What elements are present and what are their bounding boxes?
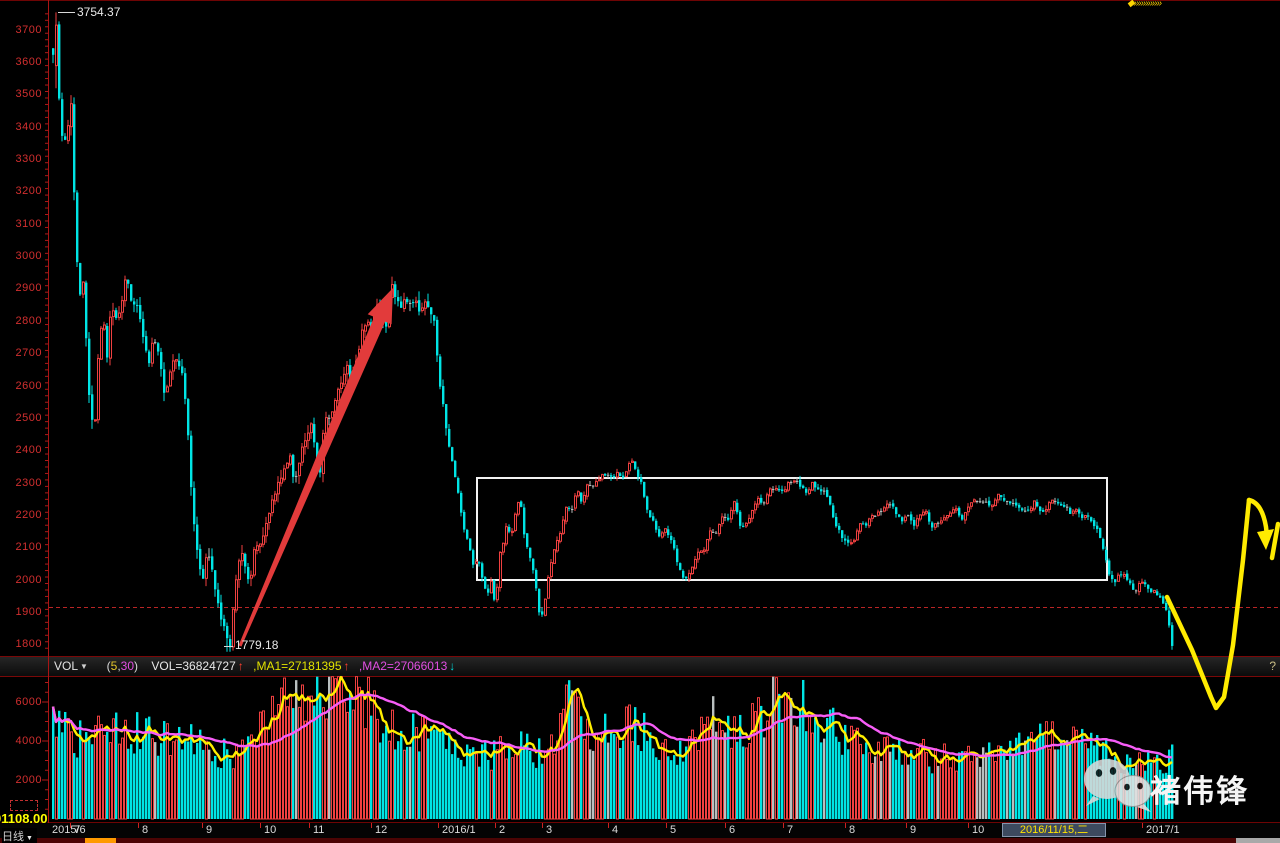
- vol-indicator-dropdown[interactable]: VOL ▼: [54, 659, 88, 673]
- price-axis-label: 2600: [15, 379, 42, 392]
- scrollbar-corner: [1236, 838, 1280, 843]
- date-axis-label: 8: [849, 824, 856, 836]
- date-axis-tick: [725, 823, 726, 828]
- vol-params-comma: ,: [117, 659, 121, 673]
- price-axis-label: 1800: [15, 638, 42, 651]
- price-axis-label: 3100: [15, 217, 42, 230]
- date-axis-tick: [371, 823, 372, 828]
- vol-up-arrow-icon: ↑: [237, 659, 244, 673]
- price-axis-label: 2500: [15, 411, 42, 424]
- price-axis-label: 3300: [15, 152, 42, 165]
- price-axis-label: 2300: [15, 476, 42, 489]
- volume-axis-label: 4000: [15, 734, 42, 747]
- price-axis-label: 2000: [15, 573, 42, 586]
- date-axis-tick: [70, 823, 71, 828]
- date-axis-tick: [309, 823, 310, 828]
- vol-params: (: [106, 659, 111, 673]
- date-axis-label: 2016/1: [442, 824, 476, 836]
- price-axis-label: 2400: [15, 444, 42, 457]
- date-axis-label: 2: [499, 824, 506, 836]
- date-axis-label: 10: [264, 824, 277, 836]
- help-icon: ?: [1269, 659, 1276, 673]
- decoration-chevrons-icon: ◆»»»»»»: [1127, 0, 1162, 9]
- high-price-label: 3754.37: [77, 5, 121, 19]
- price-axis-label: 3000: [15, 250, 42, 263]
- date-axis: 2016/11/15,二 2015/6 7 8 9 10 11 12 2016/1 2 3 4 5 6 7…: [0, 823, 1280, 838]
- ma1-up-arrow-icon: ↑: [343, 659, 350, 673]
- date-axis-tick: [845, 823, 846, 828]
- price-axis-label: 3500: [15, 88, 42, 101]
- vol-value: VOL=36824727: [151, 659, 236, 673]
- date-axis-label: 7: [787, 824, 794, 836]
- volume-axis-label: 2000: [15, 773, 42, 786]
- last-price-label: 01108.00: [0, 811, 48, 826]
- date-axis-tick: [906, 823, 907, 828]
- vol-ma1-value: ,MA1=27181395: [253, 659, 342, 673]
- date-axis-label: 2015/6: [52, 824, 86, 836]
- date-axis-label: 6: [729, 824, 736, 836]
- scrollbar-thumb[interactable]: [85, 838, 116, 843]
- selected-date-text: 2016/11/15,二: [1019, 824, 1089, 836]
- price-axis-label: 3200: [15, 185, 42, 198]
- price-axis-label: 2800: [15, 314, 42, 327]
- volume-axis-label: 6000: [15, 695, 42, 708]
- price-axis-label: 2200: [15, 509, 42, 522]
- price-axis-label: 3700: [15, 23, 42, 36]
- date-axis-label: 5: [670, 824, 677, 836]
- price-axis-label: 3400: [15, 120, 42, 133]
- date-axis-label: 7: [74, 824, 81, 836]
- mini-marker-box: [10, 800, 38, 811]
- price-axis-label: 2700: [15, 347, 42, 360]
- date-axis-tick: [138, 823, 139, 828]
- date-axis-label: 8: [142, 824, 149, 836]
- price-axis-label: 2900: [15, 282, 42, 295]
- price-axis-label: 2100: [15, 541, 42, 554]
- date-axis-label: 9: [910, 824, 917, 836]
- date-axis-tick: [968, 823, 969, 828]
- chevron-down-icon: ▼: [80, 662, 88, 671]
- selected-date-badge: 2016/11/15,二: [1002, 823, 1106, 837]
- date-axis-tick: [666, 823, 667, 828]
- date-axis-tick: [260, 823, 261, 828]
- date-axis-tick: [608, 823, 609, 828]
- vol-params-close: ): [134, 659, 139, 673]
- date-axis-label: 10: [972, 824, 985, 836]
- vol-ma2-value: ,MA2=27066013: [358, 659, 448, 673]
- price-axis-label: 3600: [15, 55, 42, 68]
- date-axis-tick: [495, 823, 496, 828]
- date-axis-label: 9: [206, 824, 213, 836]
- date-axis-label: 12: [375, 824, 388, 836]
- date-axis-tick: [542, 823, 543, 828]
- vol-param-ma2: 30: [120, 659, 135, 673]
- date-axis-label: 2017/1: [1146, 824, 1180, 836]
- period-label: 日线: [2, 831, 24, 843]
- date-axis-label: 4: [612, 824, 619, 836]
- price-axis-label: 1900: [15, 606, 42, 619]
- date-axis-label: 3: [546, 824, 553, 836]
- ma2-down-arrow-icon: ↓: [449, 659, 456, 673]
- period-selector[interactable]: 日线 ▼: [2, 828, 37, 843]
- low-price-label: 1779.18: [235, 638, 279, 652]
- volume-indicator-bar: VOL ▼ (5,30) VOL=36824727 ↑ ,MA1=27181395 ↑…: [0, 656, 1280, 677]
- divider-top: [0, 0, 1280, 1]
- chevron-down-icon: ▼: [26, 835, 33, 842]
- wechat-logo-icon: [1084, 759, 1152, 812]
- date-axis-tick: [202, 823, 203, 828]
- horizontal-scrollbar[interactable]: [0, 838, 1280, 843]
- date-axis-tick: [438, 823, 439, 828]
- vol-param-ma1: 5: [110, 659, 118, 673]
- divider-axis: [0, 822, 1280, 823]
- date-axis-label: 11: [313, 824, 325, 836]
- date-axis-tick: [1142, 823, 1143, 828]
- date-axis-tick: [783, 823, 784, 828]
- watermark-text: 褚伟锋: [1150, 774, 1249, 809]
